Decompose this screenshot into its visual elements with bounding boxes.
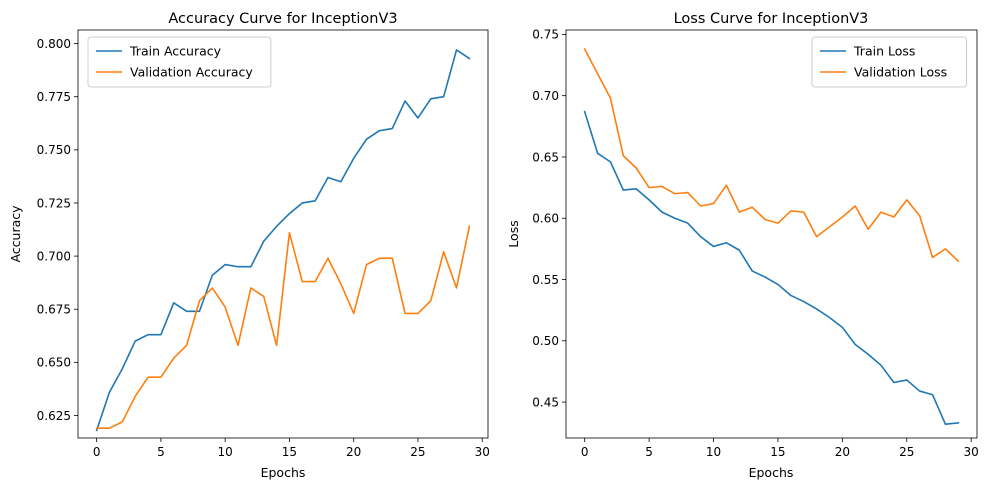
train-accuracy-line [95, 49, 471, 432]
validation-accuracy-legend-label: Validation Accuracy [130, 65, 253, 80]
accuracy-y-tick-label: 0.775 [37, 90, 71, 104]
accuracy-y-tick-label: 0.800 [37, 37, 71, 51]
train-accuracy-legend-label: Train Accuracy [129, 44, 222, 59]
validation-loss-line [583, 48, 960, 263]
loss-chart-title: Loss Curve for InceptionV3 [674, 11, 869, 27]
accuracy-x-tick-label: 20 [346, 445, 361, 459]
accuracy-y-tick-label: 0.675 [37, 303, 71, 317]
loss-y-tick-label: 0.45 [532, 395, 559, 409]
loss-y-tick-label: 0.75 [532, 28, 559, 42]
loss-y-axis-label: Loss [506, 220, 521, 247]
loss-y-tick-label: 0.70 [532, 89, 559, 103]
loss-y-tick-label: 0.50 [532, 334, 559, 348]
loss-x-axis-label: Epochs [749, 465, 794, 480]
accuracy-y-tick-label: 0.725 [37, 196, 71, 210]
accuracy-legend-box [87, 36, 272, 88]
accuracy-legend: Train Accuracy Validation Accuracy [87, 36, 272, 88]
accuracy-x-tick-label: 5 [157, 445, 165, 459]
accuracy-y-tick-label: 0.650 [37, 356, 71, 370]
loss-axes-frame [565, 29, 978, 439]
loss-legend: Train Loss Validation Loss [811, 36, 967, 88]
loss-y-tick-label: 0.65 [532, 150, 559, 164]
accuracy-x-tick-label: 0 [93, 445, 101, 459]
accuracy-x-tick-label: 30 [475, 445, 490, 459]
loss-x-tick-label: 30 [964, 445, 979, 459]
accuracy-y-tick-label: 0.750 [37, 143, 71, 157]
validation-loss-legend-label: Validation Loss [854, 65, 947, 80]
loss-x-tick-label: 25 [899, 445, 914, 459]
loss-x-tick-label: 5 [645, 445, 653, 459]
loss-x-tick-label: 15 [770, 445, 785, 459]
train-loss-line [583, 110, 960, 425]
accuracy-x-tick-label: 10 [218, 445, 233, 459]
loss-chart: Loss Curve for InceptionV3 Epochs Loss 0… [506, 11, 979, 480]
accuracy-x-tick-label: 15 [282, 445, 297, 459]
accuracy-axes-frame [77, 29, 489, 439]
loss-y-tick-label: 0.60 [532, 212, 559, 226]
accuracy-chart-title: Accuracy Curve for InceptionV3 [168, 11, 397, 27]
loss-y-tick-label: 0.55 [532, 273, 559, 287]
loss-x-tick-label: 0 [581, 445, 589, 459]
accuracy-y-tick-label: 0.625 [37, 409, 71, 423]
accuracy-x-axis-label: Epochs [261, 465, 306, 480]
accuracy-x-tick-label: 25 [410, 445, 425, 459]
loss-x-tick-label: 10 [706, 445, 721, 459]
train-loss-legend-label: Train Loss [853, 44, 915, 59]
accuracy-y-tick-label: 0.700 [37, 249, 71, 263]
accuracy-y-axis-label: Accuracy [8, 205, 23, 263]
loss-x-tick-label: 20 [835, 445, 850, 459]
loss-legend-box [811, 36, 967, 88]
accuracy-chart: Accuracy Curve for InceptionV3 Epochs Ac… [8, 11, 490, 480]
validation-accuracy-line [95, 225, 471, 430]
